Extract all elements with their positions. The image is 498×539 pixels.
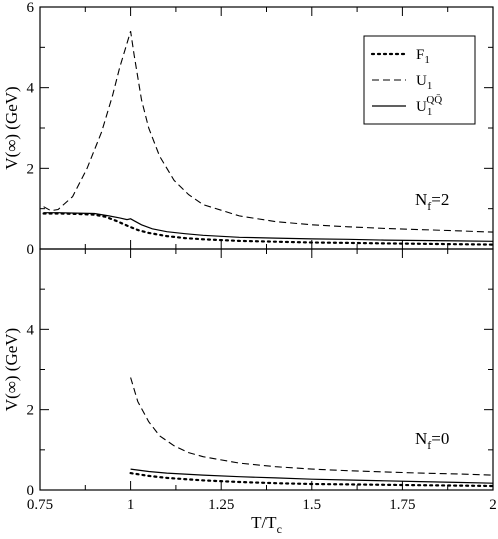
nf-annotation: Nf=2 <box>415 190 449 213</box>
legend-label-main: F <box>416 47 424 63</box>
y-tick-label: 4 <box>27 81 35 97</box>
bottom-panel: 0 2 4 0.75 1 1.25 1.5 1.75 2 V(∞) (GeV) T/Tc Nf=0 <box>2 248 497 536</box>
legend-label-sub: 1 <box>427 80 433 92</box>
legend-label-main: U <box>416 73 427 89</box>
legend-label-main: U <box>416 99 427 115</box>
y-tick-label: 4 <box>27 322 35 338</box>
x-axis-title: T/Tc <box>251 513 282 536</box>
nf-main: N <box>415 429 427 448</box>
legend-label-sup: QQ̄ <box>426 94 442 106</box>
nf-rest: =0 <box>431 429 449 448</box>
x-tick-label: 0.75 <box>27 497 53 513</box>
y-tick-label: 2 <box>27 403 35 419</box>
legend-label: F1 <box>416 47 430 66</box>
series-line-u1 <box>130 377 494 476</box>
x-tick-label: 1.5 <box>302 497 321 513</box>
y-tick-label: 6 <box>27 0 35 16</box>
series-line-u1qq <box>130 468 494 484</box>
legend-label-sub: 1 <box>427 106 433 118</box>
legend-box <box>363 35 476 125</box>
nf-main: N <box>415 190 427 209</box>
x-tick-label: 1.25 <box>208 497 234 513</box>
y-axis-title: V(∞) (GeV) <box>2 86 21 169</box>
plot-frame <box>39 248 494 491</box>
legend-label: U1 <box>416 73 432 92</box>
nf-annotation: Nf=0 <box>415 429 449 452</box>
x-tick-label: 1.75 <box>389 497 415 513</box>
y-tick-label: 0 <box>27 242 35 258</box>
nf-sub: f <box>427 199 431 213</box>
nf-sub: f <box>427 438 431 452</box>
legend-label: U1QQ̄ <box>416 94 442 118</box>
series-line-u1qq <box>43 212 494 242</box>
series-line-u1 <box>43 31 494 233</box>
x-tick-label: 1 <box>127 497 135 513</box>
y-tick-label: 0 <box>27 483 35 499</box>
y-tick-label: 2 <box>27 161 35 177</box>
nf-rest: =2 <box>431 190 449 209</box>
series-line-f1 <box>42 212 495 246</box>
series-line-f1 <box>129 472 495 488</box>
x-axis-title-sub: c <box>277 522 282 536</box>
x-tick-label: 2 <box>489 497 497 513</box>
y-axis-title: V(∞) (GeV) <box>2 328 21 411</box>
x-axis-title-main: T/T <box>251 513 277 532</box>
legend-label-sub: 1 <box>424 54 430 66</box>
